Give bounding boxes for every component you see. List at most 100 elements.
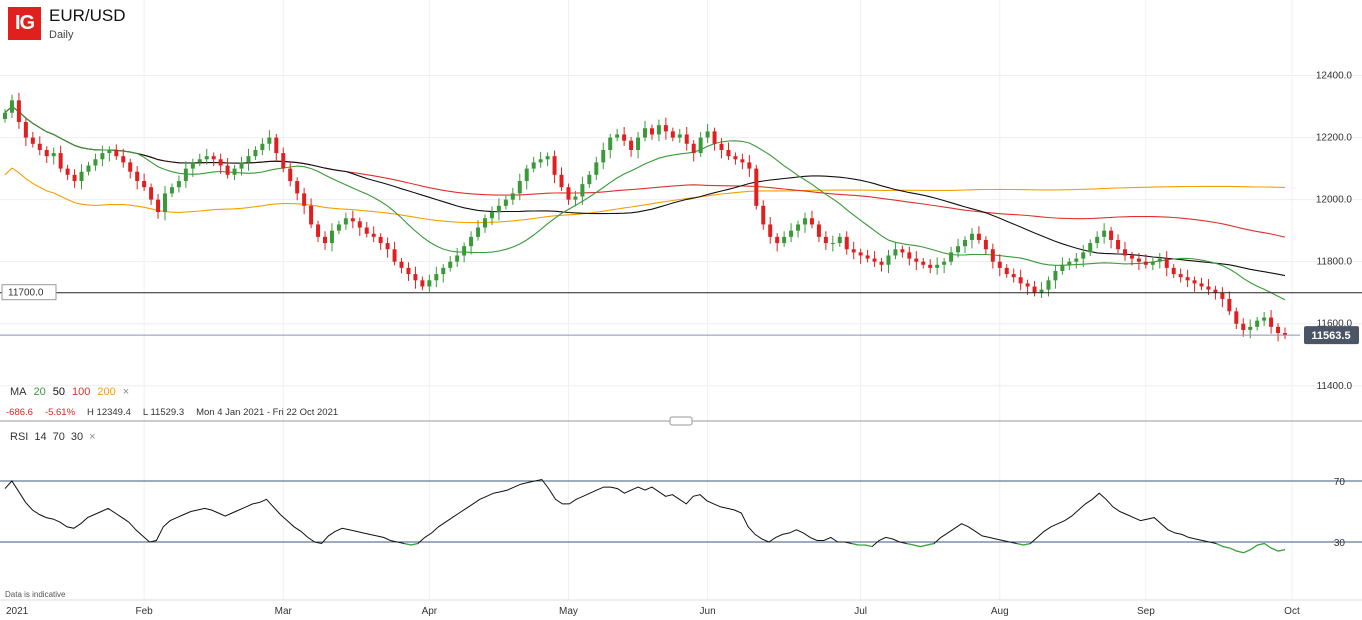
candle-body [246, 156, 251, 163]
candle-body [1116, 239, 1121, 250]
candle-body [809, 218, 814, 225]
candle-body [392, 249, 397, 262]
candle-body [768, 224, 773, 237]
candle-body [329, 230, 334, 244]
ma-period-100[interactable]: 100 [72, 386, 91, 398]
candle-body [719, 143, 724, 150]
rsi-tick-label: 30 [1334, 538, 1346, 549]
rsi-period[interactable]: 14 [34, 431, 47, 443]
candle-body [427, 280, 432, 287]
price-stats: -686.6 -5.61% H 12349.4 L 11529.3 Mon 4 Jan … [6, 407, 350, 418]
rsi-remove-close-icon[interactable]: × [89, 431, 96, 443]
candle-body [413, 274, 418, 281]
candle-body [1150, 261, 1155, 265]
candle-body [879, 261, 884, 265]
ma-200-line [4, 167, 1286, 224]
candle-body [1262, 317, 1267, 321]
candle-body [135, 171, 140, 182]
rsi-tick-label: 70 [1334, 477, 1346, 488]
candle-body [3, 112, 7, 119]
candle-body [796, 224, 801, 231]
candle-body [538, 159, 543, 163]
candle-body [524, 168, 529, 182]
rsi-lower-level[interactable]: 30 [70, 431, 84, 443]
rsi-oversold-segment [851, 542, 873, 548]
candle-body [816, 224, 821, 237]
candle-body [489, 212, 494, 219]
candle-body [990, 249, 995, 262]
candle-body [754, 168, 759, 206]
candle-body [302, 193, 307, 206]
candle-body [1102, 230, 1107, 237]
candle-body [1255, 320, 1260, 327]
rsi-line [4, 478, 1286, 554]
candle-body [114, 149, 119, 157]
last-price-label: 11563.5 [1311, 330, 1350, 342]
ma-period-200[interactable]: 200 [97, 386, 116, 398]
month-tick-label: Aug [991, 606, 1009, 617]
candle-body [949, 252, 954, 262]
candle-body [316, 224, 321, 237]
candle-body [1123, 249, 1127, 256]
candle-body [1067, 261, 1072, 265]
candle-body [726, 149, 731, 157]
candle-body [44, 149, 49, 157]
candle-body [1074, 258, 1079, 262]
candle-body [622, 134, 627, 141]
candle-body [476, 227, 481, 237]
month-tick-label: Jul [854, 606, 867, 617]
candle-body [51, 153, 56, 157]
candle-body [823, 236, 828, 244]
candle-body [858, 252, 863, 256]
candle-body [1269, 317, 1274, 327]
candle-body [1206, 286, 1211, 290]
candle-body [190, 162, 195, 169]
candle-body [469, 236, 474, 247]
candle-body [691, 143, 696, 154]
candle-body [1143, 261, 1148, 265]
candle-body [830, 243, 835, 245]
last-price-tag [1304, 326, 1359, 345]
candle-body [9, 100, 14, 113]
candle-body [149, 187, 154, 200]
rsi-upper-level[interactable]: 70 [52, 431, 65, 443]
level-line-label: 11700.0 [8, 288, 44, 299]
stat-change: -686.6 [6, 407, 33, 418]
candle-body [517, 181, 522, 194]
timeframe-label[interactable]: Daily [49, 29, 74, 41]
candle-body [211, 156, 216, 160]
candle-body [483, 218, 487, 228]
candle-body [448, 261, 453, 268]
ma-period-50[interactable]: 50 [52, 386, 65, 398]
ma-period-20[interactable]: 20 [33, 386, 46, 398]
ma-remove-close-icon[interactable]: × [122, 386, 130, 398]
rsi-oversold-segment [1215, 542, 1286, 554]
candle-body [1283, 333, 1287, 336]
candle-body [545, 156, 550, 160]
candle-body [893, 249, 898, 256]
candle-body [1157, 258, 1162, 262]
ig-logo: IG [8, 7, 41, 40]
candle-body [914, 258, 919, 262]
rsi-legend: RSI 14 70 30 × [10, 431, 102, 443]
candle-body [956, 246, 961, 253]
candle-body [510, 193, 515, 200]
candle-body [295, 181, 300, 194]
candle-body [844, 236, 849, 250]
candle-body [441, 267, 446, 275]
month-tick-label: Oct [1284, 606, 1300, 617]
candle-body [197, 159, 202, 163]
candle-body [274, 137, 279, 154]
candle-body [573, 196, 578, 200]
stat-low: L 11529.3 [142, 407, 185, 418]
month-tick-label: Apr [422, 606, 438, 617]
candle-body [1241, 323, 1246, 330]
rsi-legend-label: RSI [10, 431, 29, 443]
candle-body [455, 255, 460, 262]
candle-body [385, 243, 390, 250]
candle-body [434, 274, 439, 281]
candle-body [364, 227, 369, 234]
candle-body [712, 131, 717, 144]
candle-body [323, 236, 327, 244]
